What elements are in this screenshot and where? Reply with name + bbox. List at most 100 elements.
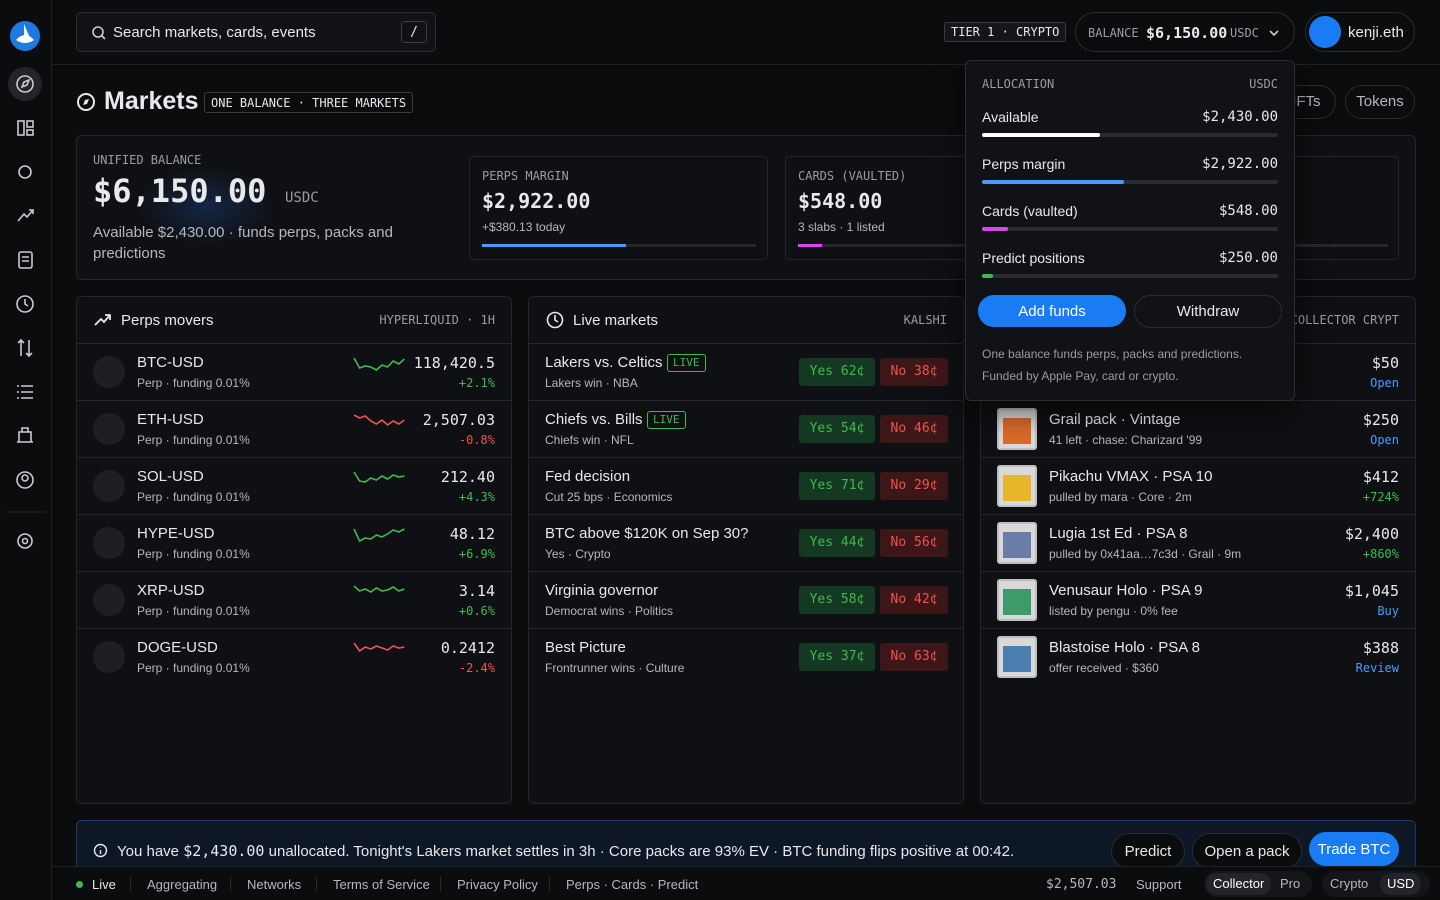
coin-icon [93, 413, 125, 445]
thumbnail-art [1003, 589, 1031, 615]
no-button[interactable]: No 38¢ [880, 358, 948, 386]
item-action[interactable]: Review [1355, 661, 1399, 675]
symbol: BTC-USD [137, 354, 204, 371]
collector-row[interactable]: Venusaur Holo · PSA 9 listed by pengu · 0… [981, 571, 1415, 628]
item-action[interactable]: Buy [1377, 604, 1399, 618]
change: +2.1% [458, 376, 495, 390]
perp-row[interactable]: HYPE-USD Perp · funding 0.01% 48.12 +6.9% [77, 514, 511, 571]
collector-row[interactable]: Lugia 1st Ed · PSA 8 pulled by 0x41aa…7c3… [981, 514, 1415, 571]
thumbnail-art [1003, 532, 1031, 558]
perp-row[interactable]: ETH-USD Perp · funding 0.01% 2,507.03 -0.8% [77, 400, 511, 457]
user-name: kenji.eth [1348, 24, 1404, 41]
divider [440, 877, 441, 891]
user-pill[interactable]: kenji.eth [1305, 12, 1415, 52]
no-button[interactable]: No 63¢ [880, 643, 948, 671]
allocation-label: Available [982, 109, 1039, 125]
market-row[interactable]: Fed decision Cut 25 bps · Economics Yes 71… [529, 457, 963, 514]
symbol: ETH-USD [137, 411, 204, 428]
change: +4.3% [458, 490, 495, 504]
item-sub: offer received · $360 [1049, 661, 1159, 675]
tab[interactable]: Tokens [1345, 85, 1415, 119]
perp-row[interactable]: XRP-USD Perp · funding 0.01% 3.14 +0.6% [77, 571, 511, 628]
withdraw-button[interactable]: Withdraw [1134, 295, 1282, 328]
item-sub: 41 left · chase: Charizard '99 [1049, 433, 1203, 447]
banner-action[interactable]: Predict [1111, 833, 1185, 869]
balance-label: BALANCE [1088, 26, 1139, 40]
footer-link[interactable]: Perps · Cards · Predict [566, 877, 699, 892]
yes-button[interactable]: Yes 58¢ [799, 586, 875, 614]
no-button[interactable]: No 46¢ [880, 415, 948, 443]
bar-track [982, 227, 1278, 231]
add-funds-button[interactable]: Add funds [978, 295, 1126, 327]
allocation-label: Predict positions [982, 250, 1085, 266]
market-sub: Democrat wins · Politics [545, 604, 674, 618]
collector-row[interactable]: Grail pack · Vintage 41 left · chase: Cha… [981, 400, 1415, 457]
yes-button[interactable]: Yes 54¢ [799, 415, 875, 443]
bar-track [982, 133, 1278, 137]
yes-button[interactable]: Yes 71¢ [799, 472, 875, 500]
market-row[interactable]: Virginia governor Democrat wins · Politic… [529, 571, 963, 628]
card: PERPS MARGIN $2,922.00 +$380.13 today [469, 156, 768, 260]
change: -2.4% [458, 661, 495, 675]
mode-option[interactable]: Pro [1280, 876, 1301, 891]
item-action[interactable]: +860% [1362, 547, 1399, 561]
item-price: $388 [1362, 639, 1399, 657]
perp-row[interactable]: SOL-USD Perp · funding 0.01% 212.40 +4.3% [77, 457, 511, 514]
no-button[interactable]: No 56¢ [880, 529, 948, 557]
item-action[interactable]: +724% [1362, 490, 1399, 504]
allocation-amount: $2,430.00 [1202, 109, 1278, 125]
symbol: XRP-USD [137, 582, 205, 599]
item-action[interactable]: Open [1370, 433, 1399, 447]
banner-text-before: You have [117, 843, 180, 860]
collector-row[interactable]: Blastoise Holo · PSA 8 offer received · $… [981, 628, 1415, 685]
footer-link[interactable]: Aggregating [147, 877, 218, 892]
search-shortcut: / [401, 21, 427, 43]
no-button[interactable]: No 29¢ [880, 472, 948, 500]
allocation-amount: $2,922.00 [1202, 156, 1278, 172]
search-box[interactable]: Search markets, cards, events / [76, 12, 436, 52]
coin-icon [93, 527, 125, 559]
sidebar [0, 0, 52, 900]
divider [130, 877, 131, 891]
market-row[interactable]: BTC above $120K on Sep 30? Yes · Crypto Ye… [529, 514, 963, 571]
yes-button[interactable]: Yes 44¢ [799, 529, 875, 557]
item-name: Grail pack · Vintage [1049, 411, 1181, 428]
sparkline [353, 357, 405, 371]
card-note: 3 slabs · 1 listed [798, 220, 885, 234]
perp-row[interactable]: BTC-USD Perp · funding 0.01% 118,420.5 +2.1… [77, 343, 511, 400]
top-bar [52, 0, 1440, 65]
banner-action[interactable]: Open a pack [1192, 833, 1302, 869]
no-button[interactable]: No 42¢ [880, 586, 948, 614]
item-price: $412 [1362, 468, 1399, 486]
allocation-amount: $250.00 [1218, 250, 1278, 266]
sparkline [353, 585, 405, 593]
market-name: Best Picture [545, 639, 626, 656]
footer-link[interactable]: Networks [247, 877, 302, 892]
change: -0.8% [458, 433, 495, 447]
currency-option[interactable]: Crypto [1330, 876, 1369, 891]
item-price: $2,400 [1344, 525, 1399, 543]
yes-button[interactable]: Yes 62¢ [799, 358, 875, 386]
bar-fill [982, 274, 993, 278]
item-action[interactable]: Open [1370, 376, 1399, 390]
perp-row[interactable]: DOGE-USD Perp · funding 0.01% 0.2412 -2.4% [77, 628, 511, 685]
allocation-unit: USDC [1249, 77, 1278, 91]
sparkline [353, 471, 405, 483]
balance-pill[interactable]: BALANCE $6,150.00 USDC [1075, 12, 1295, 52]
mode-option[interactable]: Collector [1206, 873, 1272, 895]
market-row[interactable]: Chiefs vs. Bills LIVE Chiefs win · NFL Yes … [529, 400, 963, 457]
divider [230, 877, 231, 891]
market-row[interactable]: Lakers vs. Celtics LIVE Lakers win · NBA Ye… [529, 343, 963, 400]
sparkline [353, 414, 405, 427]
market-row[interactable]: Best Picture Frontrunner wins · Culture Ye… [529, 628, 963, 685]
card-amount: $548.00 [798, 189, 883, 213]
sub: Perp · funding 0.01% [137, 661, 250, 675]
item-sub: pulled by 0x41aa…7c3d · Grail · 9m [1049, 547, 1242, 561]
currency-option[interactable]: USD [1380, 873, 1422, 895]
collector-row[interactable]: Pikachu VMAX · PSA 10 pulled by mara · Co… [981, 457, 1415, 514]
footer-link[interactable]: Privacy Policy [457, 877, 538, 892]
price: 3.14 [458, 582, 495, 600]
banner-action[interactable]: Trade BTC [1309, 832, 1399, 866]
yes-button[interactable]: Yes 37¢ [799, 643, 875, 671]
footer-link[interactable]: Terms of Service [333, 877, 430, 892]
